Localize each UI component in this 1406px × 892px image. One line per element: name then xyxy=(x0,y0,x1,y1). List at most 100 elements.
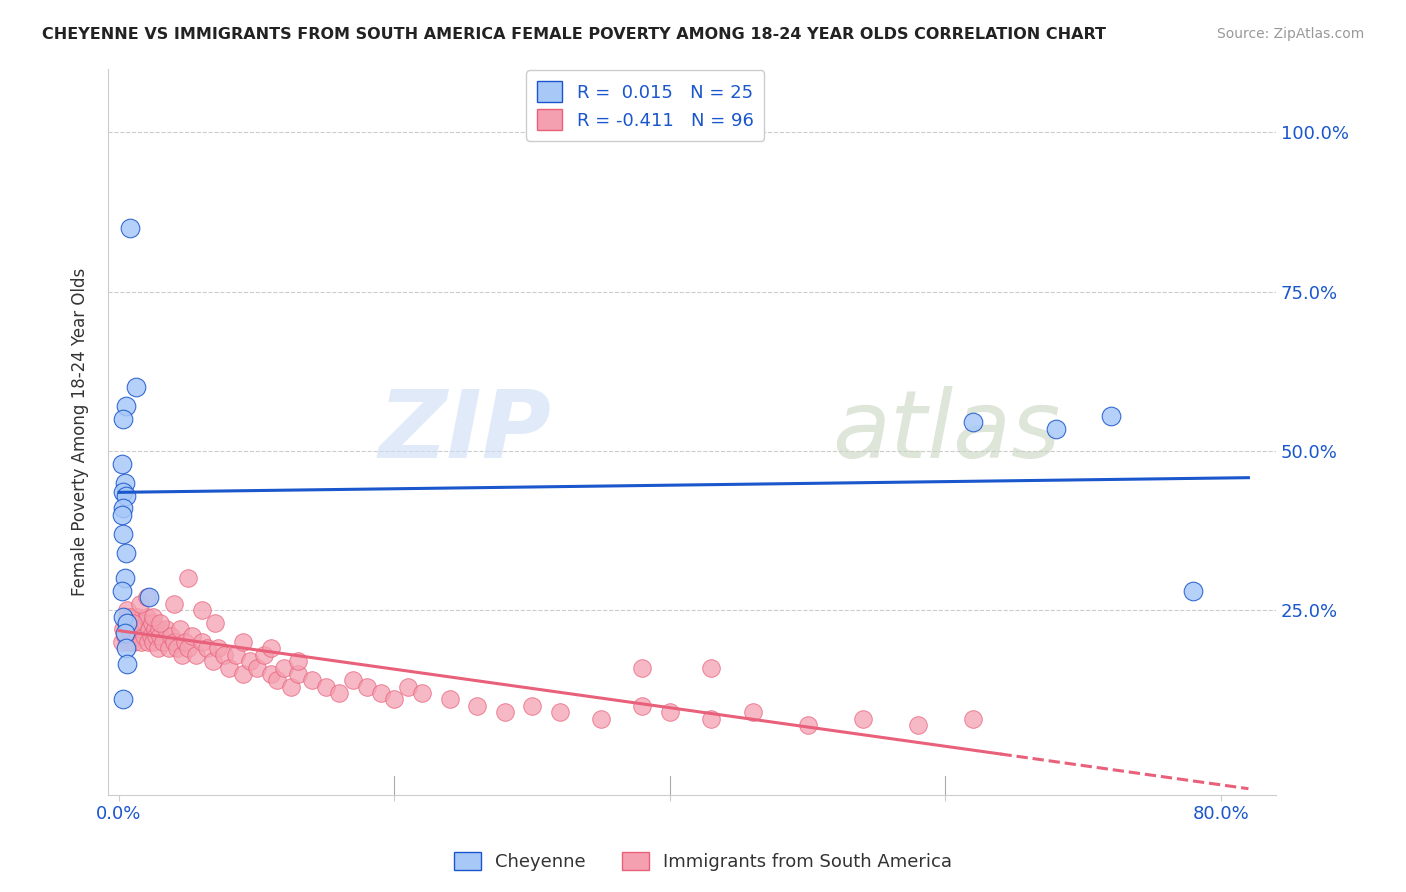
Point xyxy=(143,623,166,637)
Point xyxy=(114,625,136,640)
Point xyxy=(160,629,183,643)
Point xyxy=(138,591,160,605)
Text: atlas: atlas xyxy=(832,386,1060,477)
Point xyxy=(301,673,323,688)
Point xyxy=(111,584,134,599)
Point xyxy=(195,641,218,656)
Point xyxy=(852,712,875,726)
Point xyxy=(907,718,929,732)
Point xyxy=(112,526,135,541)
Point xyxy=(115,546,138,560)
Point xyxy=(128,597,150,611)
Point xyxy=(112,692,135,706)
Point xyxy=(142,635,165,649)
Point xyxy=(207,641,229,656)
Point xyxy=(259,667,281,681)
Point xyxy=(370,686,392,700)
Point xyxy=(342,673,364,688)
Point xyxy=(273,660,295,674)
Point xyxy=(122,635,145,649)
Point xyxy=(239,654,262,668)
Point xyxy=(129,635,152,649)
Point xyxy=(232,667,254,681)
Point xyxy=(356,680,378,694)
Point xyxy=(204,615,226,630)
Text: ZIP: ZIP xyxy=(380,386,551,478)
Point xyxy=(112,609,135,624)
Point xyxy=(114,571,136,585)
Text: Source: ZipAtlas.com: Source: ZipAtlas.com xyxy=(1216,27,1364,41)
Point xyxy=(134,615,156,630)
Point xyxy=(591,712,613,726)
Point xyxy=(522,698,544,713)
Point xyxy=(112,412,135,426)
Point xyxy=(114,629,136,643)
Point xyxy=(465,698,488,713)
Point xyxy=(315,680,337,694)
Point xyxy=(287,667,309,681)
Point xyxy=(120,629,142,643)
Point xyxy=(177,641,200,656)
Point xyxy=(280,680,302,694)
Point xyxy=(157,641,180,656)
Point xyxy=(112,623,135,637)
Point xyxy=(124,380,146,394)
Point xyxy=(117,657,139,672)
Point xyxy=(118,635,141,649)
Point xyxy=(135,591,157,605)
Point xyxy=(190,635,212,649)
Point xyxy=(138,623,160,637)
Point xyxy=(132,629,155,643)
Point xyxy=(259,641,281,656)
Point xyxy=(212,648,235,662)
Point xyxy=(396,680,419,694)
Point xyxy=(118,609,141,624)
Point xyxy=(139,629,162,643)
Point xyxy=(166,641,188,656)
Point xyxy=(117,603,139,617)
Point xyxy=(112,485,135,500)
Point xyxy=(201,654,224,668)
Point xyxy=(128,615,150,630)
Point xyxy=(796,718,818,732)
Point xyxy=(127,629,149,643)
Legend: Cheyenne, Immigrants from South America: Cheyenne, Immigrants from South America xyxy=(446,845,960,879)
Point xyxy=(741,705,763,719)
Point xyxy=(118,623,141,637)
Point xyxy=(174,635,197,649)
Point xyxy=(1045,421,1067,435)
Point xyxy=(149,615,172,630)
Point xyxy=(253,648,276,662)
Point xyxy=(439,692,461,706)
Point xyxy=(411,686,433,700)
Point xyxy=(117,615,139,630)
Point xyxy=(163,635,186,649)
Point xyxy=(548,705,571,719)
Point xyxy=(177,571,200,585)
Point xyxy=(384,692,406,706)
Point xyxy=(115,641,138,656)
Point xyxy=(494,705,516,719)
Point xyxy=(287,654,309,668)
Point xyxy=(141,615,163,630)
Point xyxy=(115,399,138,413)
Point xyxy=(1099,409,1122,423)
Point xyxy=(115,489,138,503)
Point xyxy=(146,641,169,656)
Point xyxy=(658,705,681,719)
Point xyxy=(169,623,191,637)
Point xyxy=(111,508,134,522)
Point xyxy=(962,415,984,429)
Point xyxy=(631,698,654,713)
Point xyxy=(131,623,153,637)
Point xyxy=(700,660,723,674)
Point xyxy=(232,635,254,649)
Point xyxy=(163,597,186,611)
Point xyxy=(121,615,143,630)
Point xyxy=(1182,584,1205,599)
Point xyxy=(124,623,146,637)
Point xyxy=(149,629,172,643)
Point xyxy=(115,615,138,630)
Point xyxy=(135,609,157,624)
Point xyxy=(148,623,170,637)
